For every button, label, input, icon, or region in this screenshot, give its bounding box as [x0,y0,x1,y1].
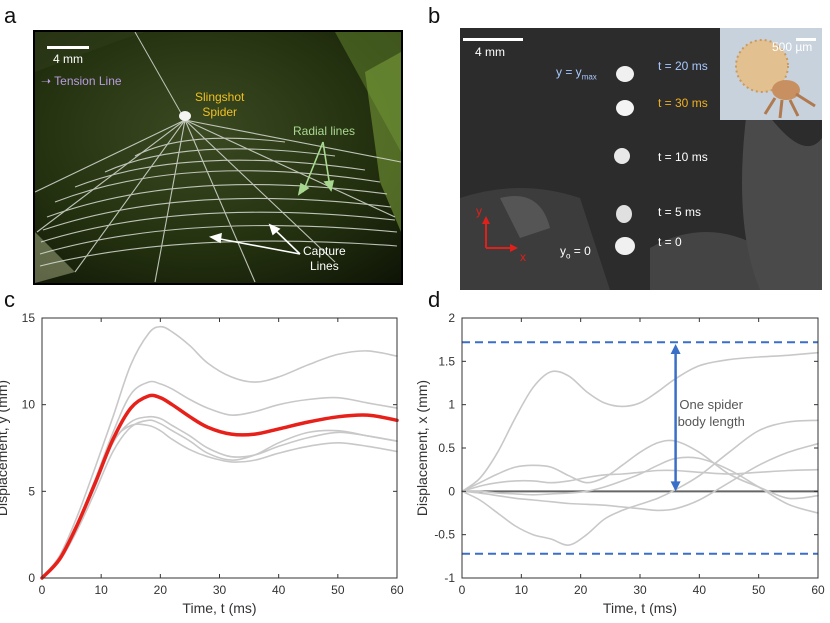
x-tick-label: 30 [213,583,227,597]
x-tick-label: 50 [752,583,766,597]
tension-arrow-icon: ➝ [41,74,55,88]
plot-area [42,318,397,578]
y-tick-label: 15 [22,311,36,325]
tension-line-label: ➝ Tension Line [41,74,122,88]
chart-d: 0 10 20 30 40 50 60 -1 -0.5 0 0.5 1 1.5 2 Time, t (ms)… [415,311,825,616]
series-line-mean [40,393,399,580]
radial-lines-label: Radial lines [293,124,356,138]
y-tick-label: 5 [28,484,35,498]
x-tick-label: 10 [515,583,529,597]
time-label-0: t = 0 [658,235,682,249]
panel-label-c: c [4,287,15,312]
y0-label: yo = 0 [560,244,591,261]
x-axis-label: Time, t (ms) [603,600,677,616]
web-photo: 4 mm ➝ Tension Line Slingshot Spider Radi… [33,30,403,285]
series-line-trial-6 [461,442,819,512]
slingshot-spider-label: Slingshot Spider [195,90,245,119]
series-line-trial-4 [41,419,398,579]
capture-arrows-icon [208,223,301,255]
inset-scale-label: 500 µm [772,40,813,54]
plot-area [462,318,818,578]
chart-c: 0 10 20 30 40 50 60 0 5 10 15 Time, t (ms) Displacem… [0,311,404,616]
y-tick-label: 0 [28,571,35,585]
y-tick-label: -0.5 [434,528,455,542]
y-tick-label: 1.5 [438,354,455,368]
y-tick-label: -1 [444,571,455,585]
series-line-trial-1 [461,351,819,493]
panel-label-d: d [428,287,441,312]
annotation-arrows-a [208,141,335,255]
annotation-line-2: body length [678,414,745,429]
y-axis-label: Displacement, x (mm) [415,380,430,516]
axis-x-label-b: x [520,250,526,264]
y-tick-label: 0 [448,484,455,498]
series-line-trial-4 [461,456,819,514]
y-axis-label: Displacement, y (mm) [0,380,10,516]
spider-inset-illustration [735,38,816,119]
x-tick-label: 20 [154,583,168,597]
x-tick-label: 0 [39,583,46,597]
spider-inset: 500 µm [720,28,822,120]
series-line-trial-1 [41,325,398,579]
arrow-head-down-icon [670,481,681,492]
y-tick-label: 1 [448,398,455,412]
series-line-trial-5 [461,419,819,546]
x-tick-label: 40 [272,583,286,597]
scale-bar-label-b: 4 mm [475,45,505,59]
x-tick-label: 60 [811,583,825,597]
y-tick-label: 0.5 [438,441,455,455]
ymax-label: y = ymax [556,65,597,82]
launch-photo: 4 mm 500 µm y = ymax yo = 0 t = 20 ms t … [460,28,822,290]
time-label-10ms: t = 10 ms [658,150,708,164]
time-label-30ms: t = 30 ms [658,96,708,110]
axis-y-label-b: y [476,204,482,218]
y-tick-label: 2 [448,311,455,325]
capture-lines-label: Capture Lines [303,244,346,273]
y-tick-label: 10 [22,398,36,412]
x-tick-label: 40 [693,583,707,597]
arrow-head-up-icon [670,344,681,354]
x-axis-label: Time, t (ms) [182,600,256,616]
xy-axes-icon [482,216,518,252]
x-tick-label: 60 [390,583,404,597]
x-tick-label: 0 [459,583,466,597]
series-line-trial-2 [461,439,819,500]
time-label-5ms: t = 5 ms [658,205,702,219]
series-line-trial-3 [461,468,819,493]
annotation-line-1: One spider [679,397,743,412]
x-tick-label: 30 [633,583,647,597]
panel-label-a: a [4,3,17,28]
x-tick-label: 10 [94,583,108,597]
x-tick-label: 20 [574,583,588,597]
scale-bar-label-a: 4 mm [53,52,83,66]
x-tick-label: 50 [331,583,345,597]
time-label-20ms: t = 20 ms [658,59,708,73]
radial-arrows-icon [297,141,335,196]
panel-label-b: b [428,3,441,28]
